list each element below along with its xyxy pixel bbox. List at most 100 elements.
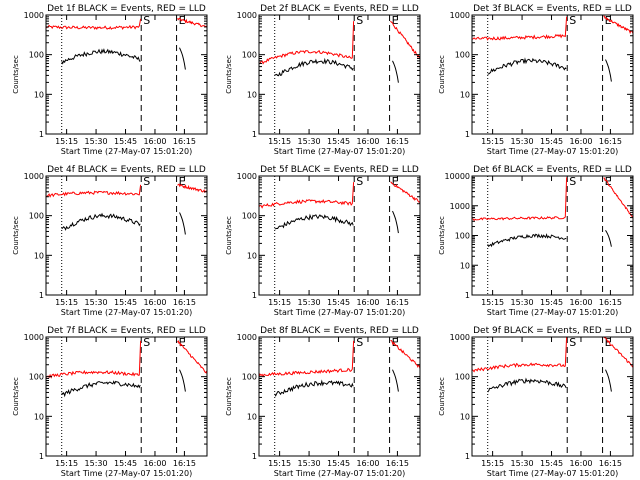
x-tick-label: 15:15 [481, 137, 504, 146]
y-tick-label: 1 [39, 291, 44, 300]
y-axis-label: Counts/sec [438, 55, 446, 94]
y-axis-label: Counts/sec [225, 216, 233, 255]
panel-title: Det 6f BLACK = Events, RED = LLD [473, 165, 632, 175]
lld-series-line [45, 18, 142, 30]
x-tick-label: 15:30 [298, 298, 321, 307]
lld-series-line [471, 16, 568, 41]
lld-series-line-post [177, 183, 208, 194]
y-tick-label: 100 [455, 51, 470, 60]
x-tick-label: 16:15 [386, 298, 409, 307]
x-tick-label: 16:00 [356, 137, 379, 146]
x-tick-label: 15:15 [268, 298, 291, 307]
x-tick-label: 15:30 [511, 459, 534, 468]
plot-frame [45, 175, 208, 296]
plot-frame [471, 14, 634, 135]
y-tick-label: 1 [39, 452, 44, 461]
y-axis-label: Counts/sec [12, 377, 20, 416]
y-axis-label: Counts/sec [438, 216, 446, 255]
x-tick-label: 16:15 [599, 137, 622, 146]
y-tick-label: 100 [29, 51, 44, 60]
x-tick-label: 15:15 [268, 137, 291, 146]
plot-frame [45, 14, 208, 135]
y-tick-label: 100 [455, 232, 470, 241]
events-series-line [487, 233, 567, 248]
x-tick-label: 15:30 [85, 459, 108, 468]
lld-series-line-post [603, 177, 634, 219]
lld-series-line-post [177, 340, 208, 375]
y-tick-label: 10 [460, 261, 470, 270]
lld-series-line [471, 177, 568, 222]
x-axis-label: Start Time (27-May-07 15:01:20) [61, 308, 192, 317]
x-tick-label: 15:45 [327, 459, 350, 468]
events-series-line-post [605, 230, 612, 247]
x-tick-label: 16:00 [143, 137, 166, 146]
lld-series-line [258, 21, 355, 65]
x-tick-label: 15:30 [85, 298, 108, 307]
panel-title: Det 7f BLACK = Events, RED = LLD [47, 326, 206, 336]
events-series-line [274, 213, 354, 230]
panel-title: Det 2f BLACK = Events, RED = LLD [260, 4, 419, 14]
x-tick-label: 16:15 [599, 298, 622, 307]
y-tick-label: 100 [242, 51, 257, 60]
marker-label-s: S [569, 336, 576, 349]
x-axis-label: Start Time (27-May-07 15:01:20) [487, 308, 618, 317]
lld-series-line-post [177, 17, 208, 28]
y-tick-label: 100 [242, 212, 257, 221]
lld-series-line [258, 340, 355, 378]
marker-label-s: S [356, 175, 363, 188]
x-axis-label: Start Time (27-May-07 15:01:20) [61, 469, 192, 478]
x-axis-label: Start Time (27-May-07 15:01:20) [487, 469, 618, 478]
y-tick-label: 100 [29, 373, 44, 382]
x-tick-label: 16:00 [356, 459, 379, 468]
marker-label-e: E [392, 336, 399, 349]
x-tick-label: 15:15 [268, 459, 291, 468]
y-tick-label: 100 [242, 373, 257, 382]
lld-series-line-post [390, 340, 421, 369]
events-series-line [274, 379, 354, 397]
y-tick-label: 1 [252, 291, 257, 300]
y-tick-label: 10 [34, 412, 44, 421]
x-tick-label: 16:15 [386, 459, 409, 468]
y-tick-label: 1000 [24, 11, 44, 20]
y-axis-label: Counts/sec [438, 377, 446, 416]
y-axis-label: Counts/sec [12, 216, 20, 255]
marker-label-e: E [605, 175, 612, 188]
marker-label-e: E [605, 14, 612, 27]
panel-title: Det 1f BLACK = Events, RED = LLD [47, 4, 206, 14]
events-series-line [61, 48, 141, 65]
panel-title: Det 9f BLACK = Events, RED = LLD [473, 326, 632, 336]
x-tick-label: 16:15 [173, 298, 196, 307]
y-tick-label: 1000 [450, 333, 470, 342]
marker-label-e: E [179, 336, 186, 349]
y-tick-label: 1000 [237, 11, 257, 20]
x-tick-label: 15:30 [85, 137, 108, 146]
x-tick-label: 15:15 [481, 459, 504, 468]
marker-label-s: S [143, 336, 150, 349]
y-tick-label: 10 [247, 251, 257, 260]
x-tick-label: 15:45 [114, 137, 137, 146]
events-series-line [274, 57, 354, 77]
x-tick-label: 16:15 [386, 137, 409, 146]
events-series-line-post [392, 60, 399, 83]
y-tick-label: 1000 [24, 333, 44, 342]
marker-label-e: E [179, 175, 186, 188]
lld-series-line-post [603, 336, 634, 368]
y-tick-label: 1000 [450, 11, 470, 20]
events-series-line [487, 57, 567, 75]
events-series-line-post [605, 369, 612, 392]
lld-series-line [471, 336, 568, 373]
x-axis-label: Start Time (27-May-07 15:01:20) [274, 147, 405, 156]
x-tick-label: 15:15 [55, 137, 78, 146]
x-tick-label: 15:45 [327, 137, 350, 146]
events-series-line [61, 380, 141, 398]
marker-label-s: S [143, 14, 150, 27]
y-tick-label: 10 [34, 251, 44, 260]
events-series-line-post [179, 47, 186, 70]
